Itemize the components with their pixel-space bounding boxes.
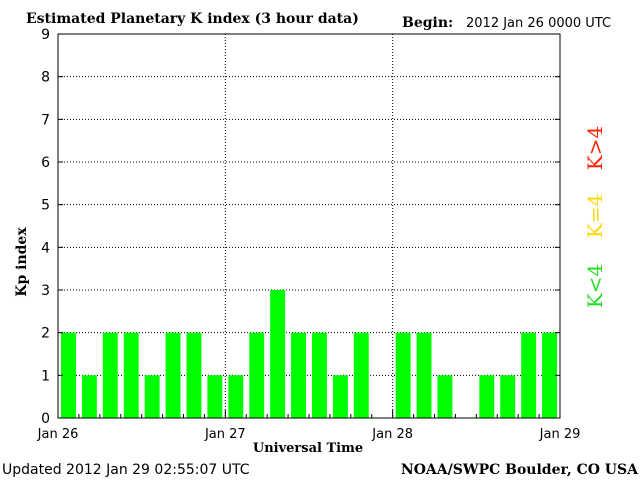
kp-bar bbox=[123, 332, 139, 418]
y-tick-label: 1 bbox=[41, 368, 50, 384]
y-tick-label: 5 bbox=[41, 198, 50, 214]
legend: K>4 K=4 K<4 bbox=[583, 126, 607, 308]
x-axis-label: Universal Time bbox=[253, 441, 363, 456]
x-tick-label: Jan 29 bbox=[539, 427, 581, 442]
kp-bar bbox=[353, 332, 369, 418]
x-tick-label: Jan 27 bbox=[204, 427, 246, 442]
kp-bar bbox=[312, 332, 327, 418]
y-tick-label: 6 bbox=[41, 155, 50, 171]
x-tick-label: Jan 28 bbox=[371, 427, 413, 442]
updated-text: Updated 2012 Jan 29 02:55:07 UTC bbox=[2, 462, 250, 478]
chart-title: Estimated Planetary K index (3 hour data… bbox=[26, 11, 359, 27]
kp-bar bbox=[186, 332, 202, 418]
kp-bar bbox=[165, 332, 181, 418]
legend-item: K=4 bbox=[583, 194, 607, 238]
y-tick-label: 7 bbox=[41, 112, 50, 128]
kp-bar bbox=[479, 375, 495, 418]
y-tick-label: 8 bbox=[41, 70, 50, 86]
y-axis-label: Kp index bbox=[14, 227, 30, 297]
kp-bar bbox=[207, 375, 223, 418]
plot-area: 0 1 2 3 4 5 6 7 8 9 Jan 26 Jan 27 Jan 28 Jan 29 bbox=[37, 27, 581, 442]
kp-bar bbox=[500, 375, 516, 418]
kp-bar bbox=[437, 375, 453, 418]
y-tick-label: 9 bbox=[41, 27, 50, 43]
kp-bar bbox=[521, 332, 537, 418]
kp-bar bbox=[332, 375, 348, 418]
kp-bar bbox=[291, 332, 306, 418]
kp-bar bbox=[270, 290, 286, 418]
kp-bar bbox=[416, 332, 432, 418]
kp-bar bbox=[542, 332, 557, 418]
kp-bar bbox=[228, 375, 244, 418]
x-tick-label: Jan 26 bbox=[37, 427, 79, 442]
kp-bar bbox=[395, 332, 411, 418]
kp-bar bbox=[102, 332, 118, 418]
begin-label: Begin: bbox=[402, 15, 453, 31]
y-tick-label: 0 bbox=[41, 411, 50, 427]
source-text: NOAA/SWPC Boulder, CO USA bbox=[401, 462, 639, 478]
y-tick-label: 3 bbox=[41, 283, 50, 299]
begin-value: 2012 Jan 26 0000 UTC bbox=[466, 16, 611, 31]
kp-bar bbox=[61, 332, 76, 418]
kp-bar bbox=[249, 332, 265, 418]
kp-bar bbox=[144, 375, 160, 418]
y-tick-label: 2 bbox=[41, 326, 50, 342]
legend-item: K<4 bbox=[583, 264, 607, 308]
y-tick-label: 4 bbox=[41, 240, 50, 256]
legend-item: K>4 bbox=[583, 126, 607, 170]
kp-bar bbox=[81, 375, 97, 418]
